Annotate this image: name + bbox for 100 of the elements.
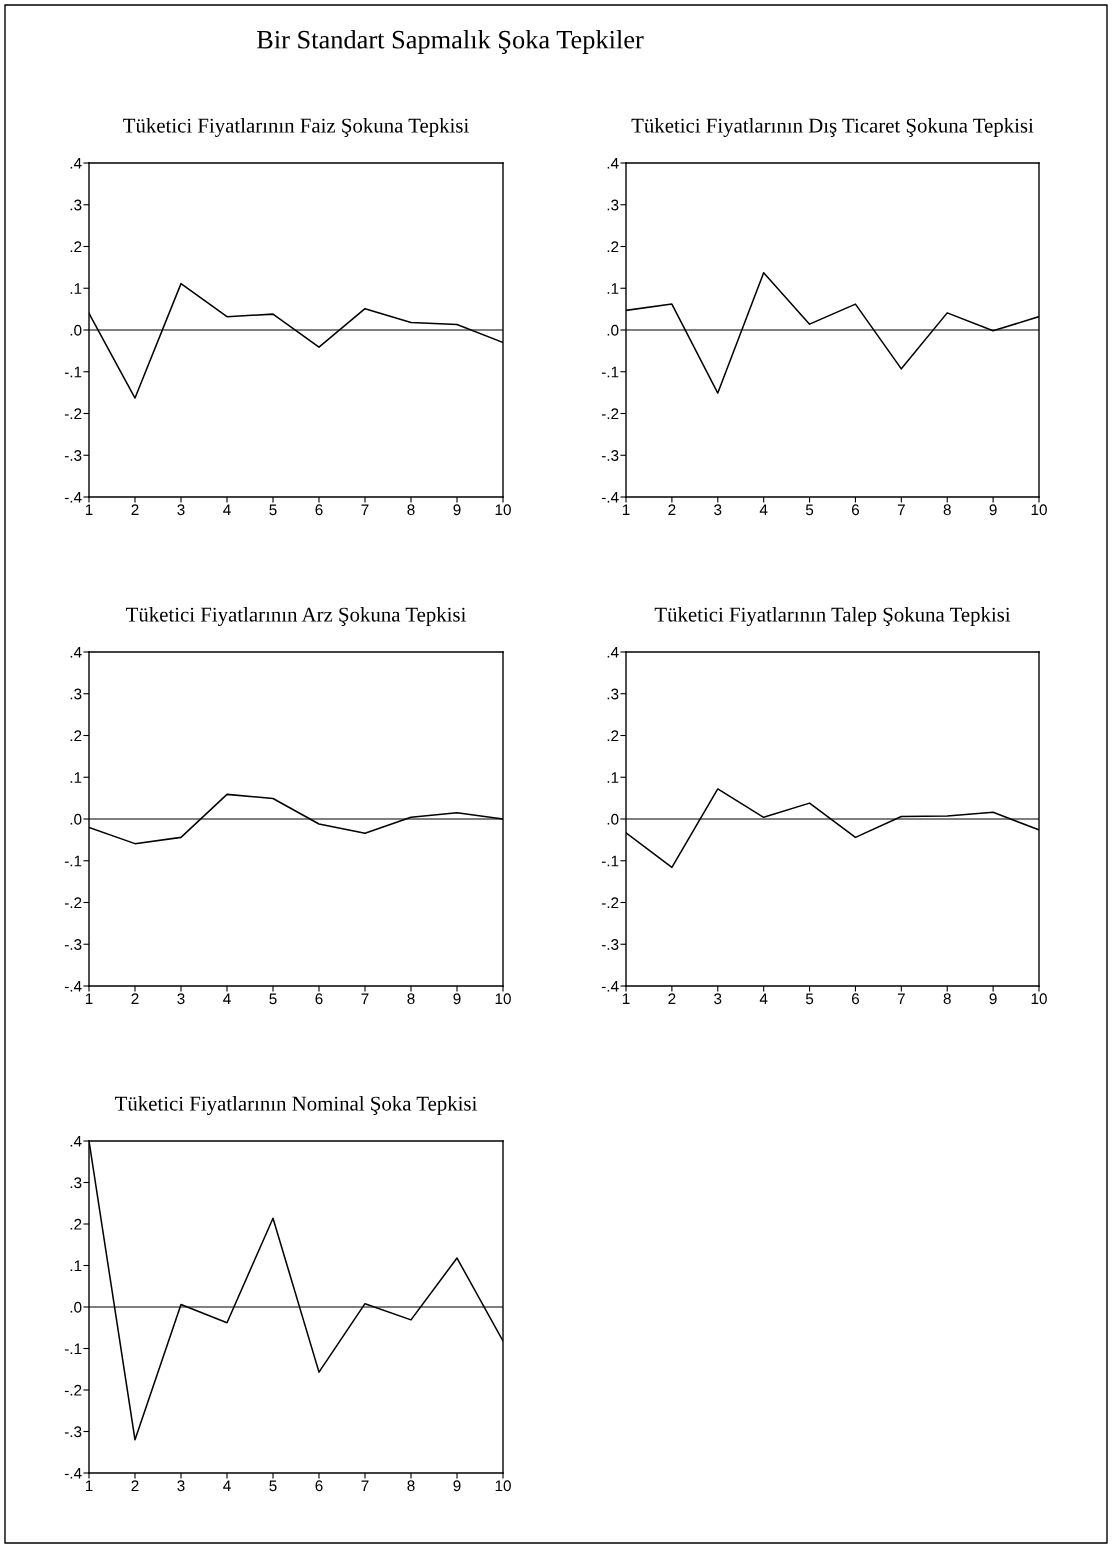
x-tick-label: 7 bbox=[361, 1480, 369, 1492]
y-tick-label: .0 bbox=[70, 324, 82, 336]
y-tick-label: -.4 bbox=[64, 492, 82, 503]
x-tick-label: 3 bbox=[714, 993, 722, 1005]
x-tick-label: 7 bbox=[897, 504, 905, 516]
x-tick-label: 4 bbox=[223, 504, 231, 516]
x-tick-label: 5 bbox=[805, 993, 814, 1005]
x-tick-label: 1 bbox=[622, 993, 630, 1005]
x-tick-label: 9 bbox=[989, 993, 997, 1005]
x-tick-label: 9 bbox=[989, 504, 997, 516]
x-tick-label: 5 bbox=[269, 1480, 277, 1492]
x-tick-label: 10 bbox=[1031, 993, 1047, 1005]
y-tick-label: .1 bbox=[607, 283, 619, 294]
y-tick-label: -.3 bbox=[64, 1426, 82, 1438]
x-tick-label: 2 bbox=[668, 993, 676, 1005]
x-tick-label: 2 bbox=[131, 993, 139, 1005]
x-tick-label: 3 bbox=[714, 504, 722, 516]
x-tick-label: 3 bbox=[177, 993, 185, 1005]
y-tick-label: -.1 bbox=[64, 855, 82, 867]
x-tick-label: 4 bbox=[759, 993, 768, 1005]
y-tick-label: .2 bbox=[70, 730, 82, 742]
x-tick-label: 8 bbox=[943, 993, 951, 1005]
y-tick-label: .2 bbox=[607, 730, 619, 742]
x-tick-label: 9 bbox=[453, 993, 461, 1005]
y-tick-label: -.3 bbox=[64, 450, 82, 461]
x-tick-label: 5 bbox=[805, 504, 814, 516]
y-tick-label: -.1 bbox=[601, 855, 619, 867]
y-tick-label: .0 bbox=[607, 324, 619, 336]
y-tick-label: .3 bbox=[70, 1177, 82, 1189]
y-tick-label: .3 bbox=[607, 688, 619, 700]
x-tick-label: 6 bbox=[851, 504, 860, 516]
y-tick-label: .1 bbox=[607, 772, 619, 783]
x-tick-label: 3 bbox=[177, 1480, 185, 1492]
x-tick-label: 7 bbox=[361, 993, 369, 1005]
y-tick-label: .2 bbox=[607, 241, 619, 253]
x-tick-label: 8 bbox=[407, 504, 415, 516]
y-tick-label: .4 bbox=[70, 158, 82, 169]
y-tick-label: -.2 bbox=[601, 408, 619, 420]
y-tick-label: .4 bbox=[607, 647, 619, 658]
x-tick-label: 1 bbox=[85, 993, 93, 1005]
x-tick-label: 7 bbox=[897, 993, 905, 1005]
y-tick-label: -.4 bbox=[601, 981, 619, 992]
y-tick-label: .3 bbox=[70, 199, 82, 211]
y-tick-label: .3 bbox=[607, 199, 619, 211]
x-tick-label: 10 bbox=[495, 1480, 511, 1492]
x-tick-label: 2 bbox=[131, 504, 139, 516]
x-tick-label: 2 bbox=[131, 1480, 139, 1492]
y-tick-label: .4 bbox=[70, 647, 82, 658]
x-tick-label: 6 bbox=[315, 993, 323, 1005]
x-tick-label: 1 bbox=[85, 1480, 93, 1492]
y-tick-label: .1 bbox=[70, 283, 82, 294]
y-tick-label: -.3 bbox=[601, 939, 619, 950]
x-tick-label: 7 bbox=[361, 504, 369, 516]
y-tick-label: -.2 bbox=[64, 897, 82, 909]
x-tick-label: 5 bbox=[269, 993, 277, 1005]
chart-title: Tüketici Fiyatlarının Talep Şokuna Tepkisi bbox=[654, 606, 1011, 626]
x-tick-label: 10 bbox=[495, 993, 511, 1005]
x-tick-label: 10 bbox=[1031, 504, 1047, 516]
chart-title: Tüketici Fiyatlarının Arz Şokuna Tepkisi bbox=[126, 606, 466, 626]
chart-title: Tüketici Fiyatlarının Faiz Şokuna Tepkisi bbox=[123, 117, 469, 137]
y-tick-label: .2 bbox=[70, 1218, 82, 1230]
chart-title: Tüketici Fiyatlarının Dış Ticaret Şokuna Tepkisi bbox=[631, 117, 1034, 137]
y-tick-label: .2 bbox=[70, 241, 82, 253]
y-tick-label: .1 bbox=[70, 1260, 82, 1272]
x-tick-label: 8 bbox=[407, 993, 415, 1005]
y-tick-label: .0 bbox=[70, 1301, 82, 1313]
y-tick-label: -.1 bbox=[64, 1343, 82, 1355]
y-tick-label: .0 bbox=[607, 813, 619, 825]
x-tick-label: 9 bbox=[453, 1480, 461, 1492]
y-tick-label: -.3 bbox=[64, 939, 82, 950]
x-tick-label: 4 bbox=[759, 504, 768, 516]
y-tick-label: -.3 bbox=[601, 450, 619, 461]
y-tick-label: -.2 bbox=[64, 1384, 82, 1396]
y-tick-label: .3 bbox=[70, 688, 82, 700]
y-tick-label: -.4 bbox=[601, 492, 619, 503]
x-tick-label: 2 bbox=[668, 504, 676, 516]
x-tick-label: 8 bbox=[943, 504, 951, 516]
text: Bir Standart Sapmalık Şoka Tepkiler bbox=[256, 30, 644, 54]
x-tick-label: 4 bbox=[223, 993, 231, 1005]
chart-title: Tüketici Fiyatlarının Nominal Şoka Tepkisi bbox=[115, 1095, 477, 1115]
y-tick-label: .4 bbox=[70, 1136, 82, 1147]
x-tick-label: 4 bbox=[223, 1480, 231, 1492]
y-tick-label: -.2 bbox=[64, 408, 82, 420]
y-tick-label: -.1 bbox=[601, 366, 619, 378]
x-tick-label: 6 bbox=[851, 993, 860, 1005]
x-tick-label: 1 bbox=[85, 504, 93, 516]
y-tick-label: -.4 bbox=[64, 1468, 82, 1479]
y-tick-label: .1 bbox=[70, 772, 82, 783]
y-tick-label: -.1 bbox=[64, 366, 82, 378]
x-tick-label: 9 bbox=[453, 504, 461, 516]
y-tick-label: .4 bbox=[607, 158, 619, 169]
y-tick-label: -.2 bbox=[601, 897, 619, 909]
x-tick-label: 6 bbox=[315, 504, 323, 516]
x-tick-label: 6 bbox=[315, 1480, 323, 1492]
y-tick-label: -.4 bbox=[64, 981, 82, 992]
x-tick-label: 5 bbox=[269, 504, 277, 516]
x-tick-label: 3 bbox=[177, 504, 185, 516]
x-tick-label: 8 bbox=[407, 1480, 415, 1492]
x-tick-label: 10 bbox=[495, 504, 511, 516]
x-tick-label: 1 bbox=[622, 504, 630, 516]
